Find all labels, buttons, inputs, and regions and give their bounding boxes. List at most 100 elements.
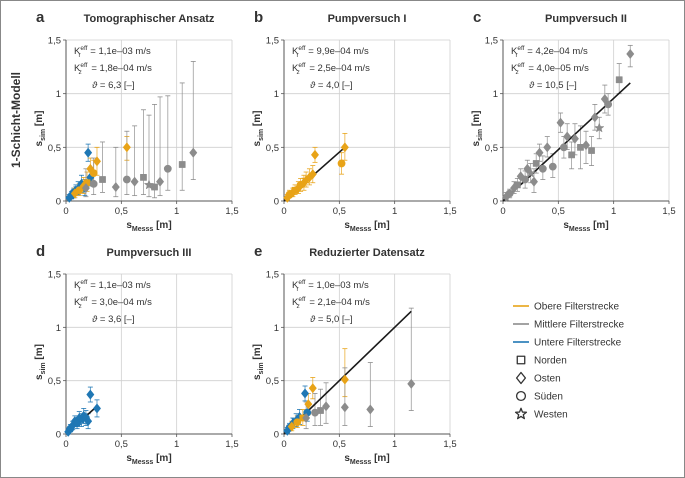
data-point-square bbox=[99, 176, 106, 183]
annotation-theta: ϑ = 5,0 [–] bbox=[310, 314, 352, 325]
y-tick-label: 1,5 bbox=[48, 270, 61, 281]
data-point-diamond bbox=[556, 117, 565, 128]
data-point-diamond bbox=[130, 176, 139, 187]
annotation-theta: ϑ = 3,6 [–] bbox=[92, 314, 134, 325]
y-tick-label: 1 bbox=[493, 89, 498, 100]
x-axis-label: sMesss [m] bbox=[344, 453, 389, 466]
panel-letter: c bbox=[473, 9, 481, 26]
row-label: 1-Schicht-Modell bbox=[9, 72, 23, 168]
x-axis-label: sMesss [m] bbox=[344, 220, 389, 233]
data-point-diamond bbox=[122, 142, 131, 153]
x-tick-label: 0,5 bbox=[333, 206, 346, 217]
y-tick-label: 0,5 bbox=[266, 376, 279, 387]
data-point-circle bbox=[521, 175, 530, 184]
y-tick-label: 1,5 bbox=[266, 270, 279, 281]
data-point-square bbox=[514, 181, 521, 189]
panel-c: c Pumpversuch II 00 0,5 0,5 1 1 1,5 1,5 sMesss [m… bbox=[471, 9, 676, 233]
y-tick-label: 0,5 bbox=[485, 143, 498, 154]
data-point-diamond bbox=[340, 402, 349, 413]
legend: Obere Filterstrecke Mittlere Filterstreck… bbox=[513, 302, 624, 421]
data-point-diamond bbox=[189, 147, 198, 158]
y-axis-label: ssim [m] bbox=[252, 344, 265, 380]
x-tick-label: 1 bbox=[174, 439, 179, 450]
x-tick-label: 1,5 bbox=[443, 439, 456, 450]
x-axis-label: sMesss [m] bbox=[126, 220, 171, 233]
data-point-star bbox=[594, 123, 605, 133]
y-axis-label: ssim [m] bbox=[34, 344, 47, 380]
annotation-theta: ϑ = 6,3 [–] bbox=[92, 80, 134, 91]
data-point-square bbox=[588, 147, 595, 154]
x-tick-label: 1,5 bbox=[443, 206, 456, 217]
data-point-diamond bbox=[82, 183, 90, 193]
y-tick-label: 0,5 bbox=[48, 143, 61, 154]
annotation-kr: Keff r = 1,1e–03 m/s bbox=[74, 45, 151, 59]
x-tick-label: 0 bbox=[281, 439, 286, 450]
data-point-diamond bbox=[523, 164, 532, 174]
panel-e: e Reduzierter Datensatz 00 0,5 0,5 1 1 1,5 1,5 sM… bbox=[252, 243, 457, 466]
panel-title: Pumpversuch II bbox=[545, 13, 627, 25]
annotation-kr: Keff r = 4,2e–04 m/s bbox=[511, 45, 588, 59]
x-tick-label: 0,5 bbox=[552, 206, 565, 217]
data-point-diamond bbox=[535, 147, 544, 158]
legend-label: Obere Filterstrecke bbox=[534, 302, 619, 313]
y-tick-label: 0 bbox=[274, 430, 279, 441]
data-point-diamond bbox=[582, 140, 590, 150]
annotation-theta: ϑ = 10,5 [–] bbox=[529, 80, 577, 91]
data-point-square bbox=[615, 76, 623, 84]
data-point-diamond bbox=[516, 171, 525, 182]
panel-letter: a bbox=[36, 9, 45, 26]
x-tick-label: 0 bbox=[63, 439, 68, 450]
annotation-kr: Keff r = 9,9e–04 m/s bbox=[292, 45, 369, 59]
y-axis-label: ssim [m] bbox=[252, 111, 265, 147]
data-point-star bbox=[144, 179, 154, 189]
panel-b: b Pumpversuch I 00 0,5 0,5 1 1 1,5 1,5 sMesss [m]… bbox=[252, 9, 457, 233]
data-point-circle bbox=[548, 162, 557, 171]
data-point-diamond bbox=[563, 131, 572, 142]
data-point-diamond bbox=[302, 413, 311, 423]
data-point-diamond bbox=[340, 374, 349, 385]
legend-label: Westen bbox=[534, 410, 568, 421]
data-point-diamond bbox=[626, 49, 635, 59]
annotation-kr: Keff r = 1,1e–03 m/s bbox=[74, 279, 151, 293]
panel-letter: b bbox=[254, 9, 263, 26]
data-point-circle bbox=[337, 159, 346, 168]
regression-line bbox=[502, 82, 631, 202]
y-tick-label: 0 bbox=[56, 430, 61, 441]
annotation-kz: Keff z = 1,8e–04 m/s bbox=[74, 62, 152, 76]
x-tick-label: 1,5 bbox=[225, 439, 238, 450]
x-tick-label: 1 bbox=[392, 439, 397, 450]
x-tick-label: 0 bbox=[281, 206, 286, 217]
x-tick-label: 1,5 bbox=[225, 206, 238, 217]
y-tick-label: 1,5 bbox=[48, 36, 61, 47]
x-axis-label: sMesss [m] bbox=[563, 220, 608, 233]
data-point-diamond bbox=[93, 403, 101, 414]
y-tick-label: 1,5 bbox=[266, 36, 279, 47]
data-point-circle bbox=[604, 100, 613, 109]
x-tick-label: 1,5 bbox=[662, 206, 675, 217]
panel-title: Reduzierter Datensatz bbox=[309, 247, 425, 259]
data-point-diamond bbox=[407, 379, 416, 389]
y-tick-label: 1 bbox=[56, 89, 61, 100]
data-point-diamond bbox=[543, 142, 552, 153]
x-tick-label: 1 bbox=[174, 206, 179, 217]
y-tick-label: 1,5 bbox=[485, 36, 498, 47]
y-tick-label: 1 bbox=[274, 89, 279, 100]
legend-label: Süden bbox=[534, 392, 563, 403]
x-tick-label: 1 bbox=[392, 206, 397, 217]
data-point-square bbox=[568, 151, 575, 159]
x-tick-label: 0,5 bbox=[115, 439, 128, 450]
data-point-square bbox=[577, 143, 584, 151]
data-point-square bbox=[178, 161, 186, 168]
legend-square-icon bbox=[516, 355, 526, 365]
data-point-circle bbox=[122, 175, 131, 184]
data-point-circle bbox=[293, 418, 302, 427]
data-point-diamond bbox=[571, 133, 579, 144]
data-point-diamond bbox=[366, 404, 375, 415]
annotation-theta: ϑ = 4,0 [–] bbox=[310, 80, 352, 91]
legend-label: Osten bbox=[534, 374, 561, 385]
data-point-diamond bbox=[308, 169, 317, 179]
data-point-circle bbox=[559, 143, 568, 152]
y-axis-label: ssim [m] bbox=[34, 111, 47, 147]
data-point-circle bbox=[75, 186, 84, 195]
